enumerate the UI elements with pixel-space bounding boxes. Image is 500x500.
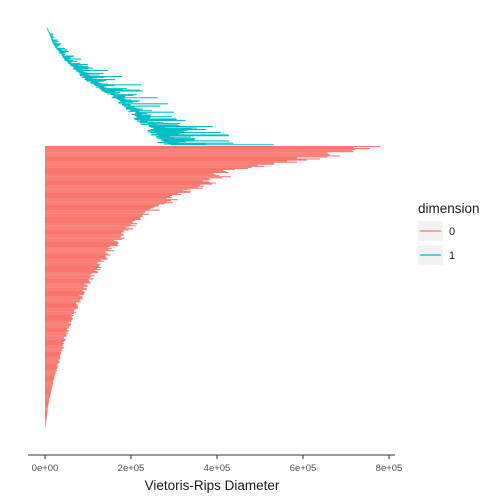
x-axis-title: Vietoris-Rips Diameter: [145, 478, 280, 493]
legend-label-1: 1: [449, 250, 455, 262]
legend-label-0: 0: [449, 226, 455, 238]
x-tick-label: 6e+05: [290, 463, 317, 474]
x-tick-label: 0e+00: [32, 463, 59, 474]
x-tick-label: 2e+05: [118, 463, 145, 474]
dimension-1-bars: [46, 27, 274, 146]
x-tick-label: 4e+05: [204, 463, 231, 474]
x-tick-label: 8e+05: [376, 463, 403, 474]
legend-title: dimension: [418, 201, 480, 216]
x-axis-ticks: 0e+00 2e+05 4e+05 6e+05 8e+05: [32, 455, 403, 474]
legend: dimension 0 1: [418, 201, 480, 265]
dimension-0-bars: [45, 145, 381, 428]
